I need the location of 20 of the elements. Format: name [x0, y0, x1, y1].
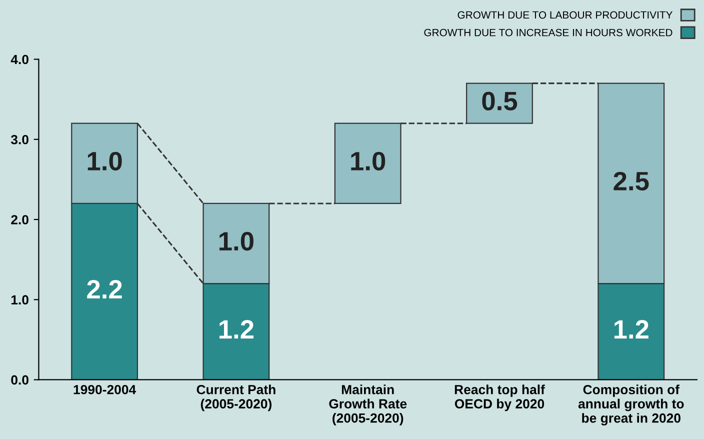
x-tick-label: Reach top half OECD by 2020: [454, 384, 545, 412]
data-label: 1.0: [351, 152, 386, 170]
legend-label: GROWTH DUE TO INCREASE IN HOURS WORKED: [424, 28, 672, 36]
legend-label: GROWTH DUE TO LABOUR PRODUCTIVITY: [458, 11, 673, 19]
data-label: 2.2: [87, 280, 122, 298]
y-tick-label: 3.0: [10, 134, 28, 144]
y-tick-label: 4.0: [10, 54, 28, 64]
data-label: 1.2: [614, 320, 648, 338]
y-tick-label: 1.0: [11, 295, 28, 305]
y-tick-label: 2.0: [11, 215, 28, 224]
data-label: 1.2: [220, 320, 254, 338]
data-label: 1.0: [220, 232, 254, 251]
y-tick-label: 0.0: [11, 375, 28, 385]
x-tick-label: Current Path (2005-2020): [196, 384, 276, 412]
x-tick-label: Composition of annual growth to be great in 2020: [578, 384, 684, 426]
data-label: 0.5: [482, 92, 518, 110]
data-label: 1.0: [88, 152, 122, 170]
data-label: 2.5: [614, 172, 649, 191]
x-tick-label: 1990-2004: [74, 384, 136, 394]
x-tick-label: Maintain Growth Rate (2005-2020): [329, 384, 407, 426]
